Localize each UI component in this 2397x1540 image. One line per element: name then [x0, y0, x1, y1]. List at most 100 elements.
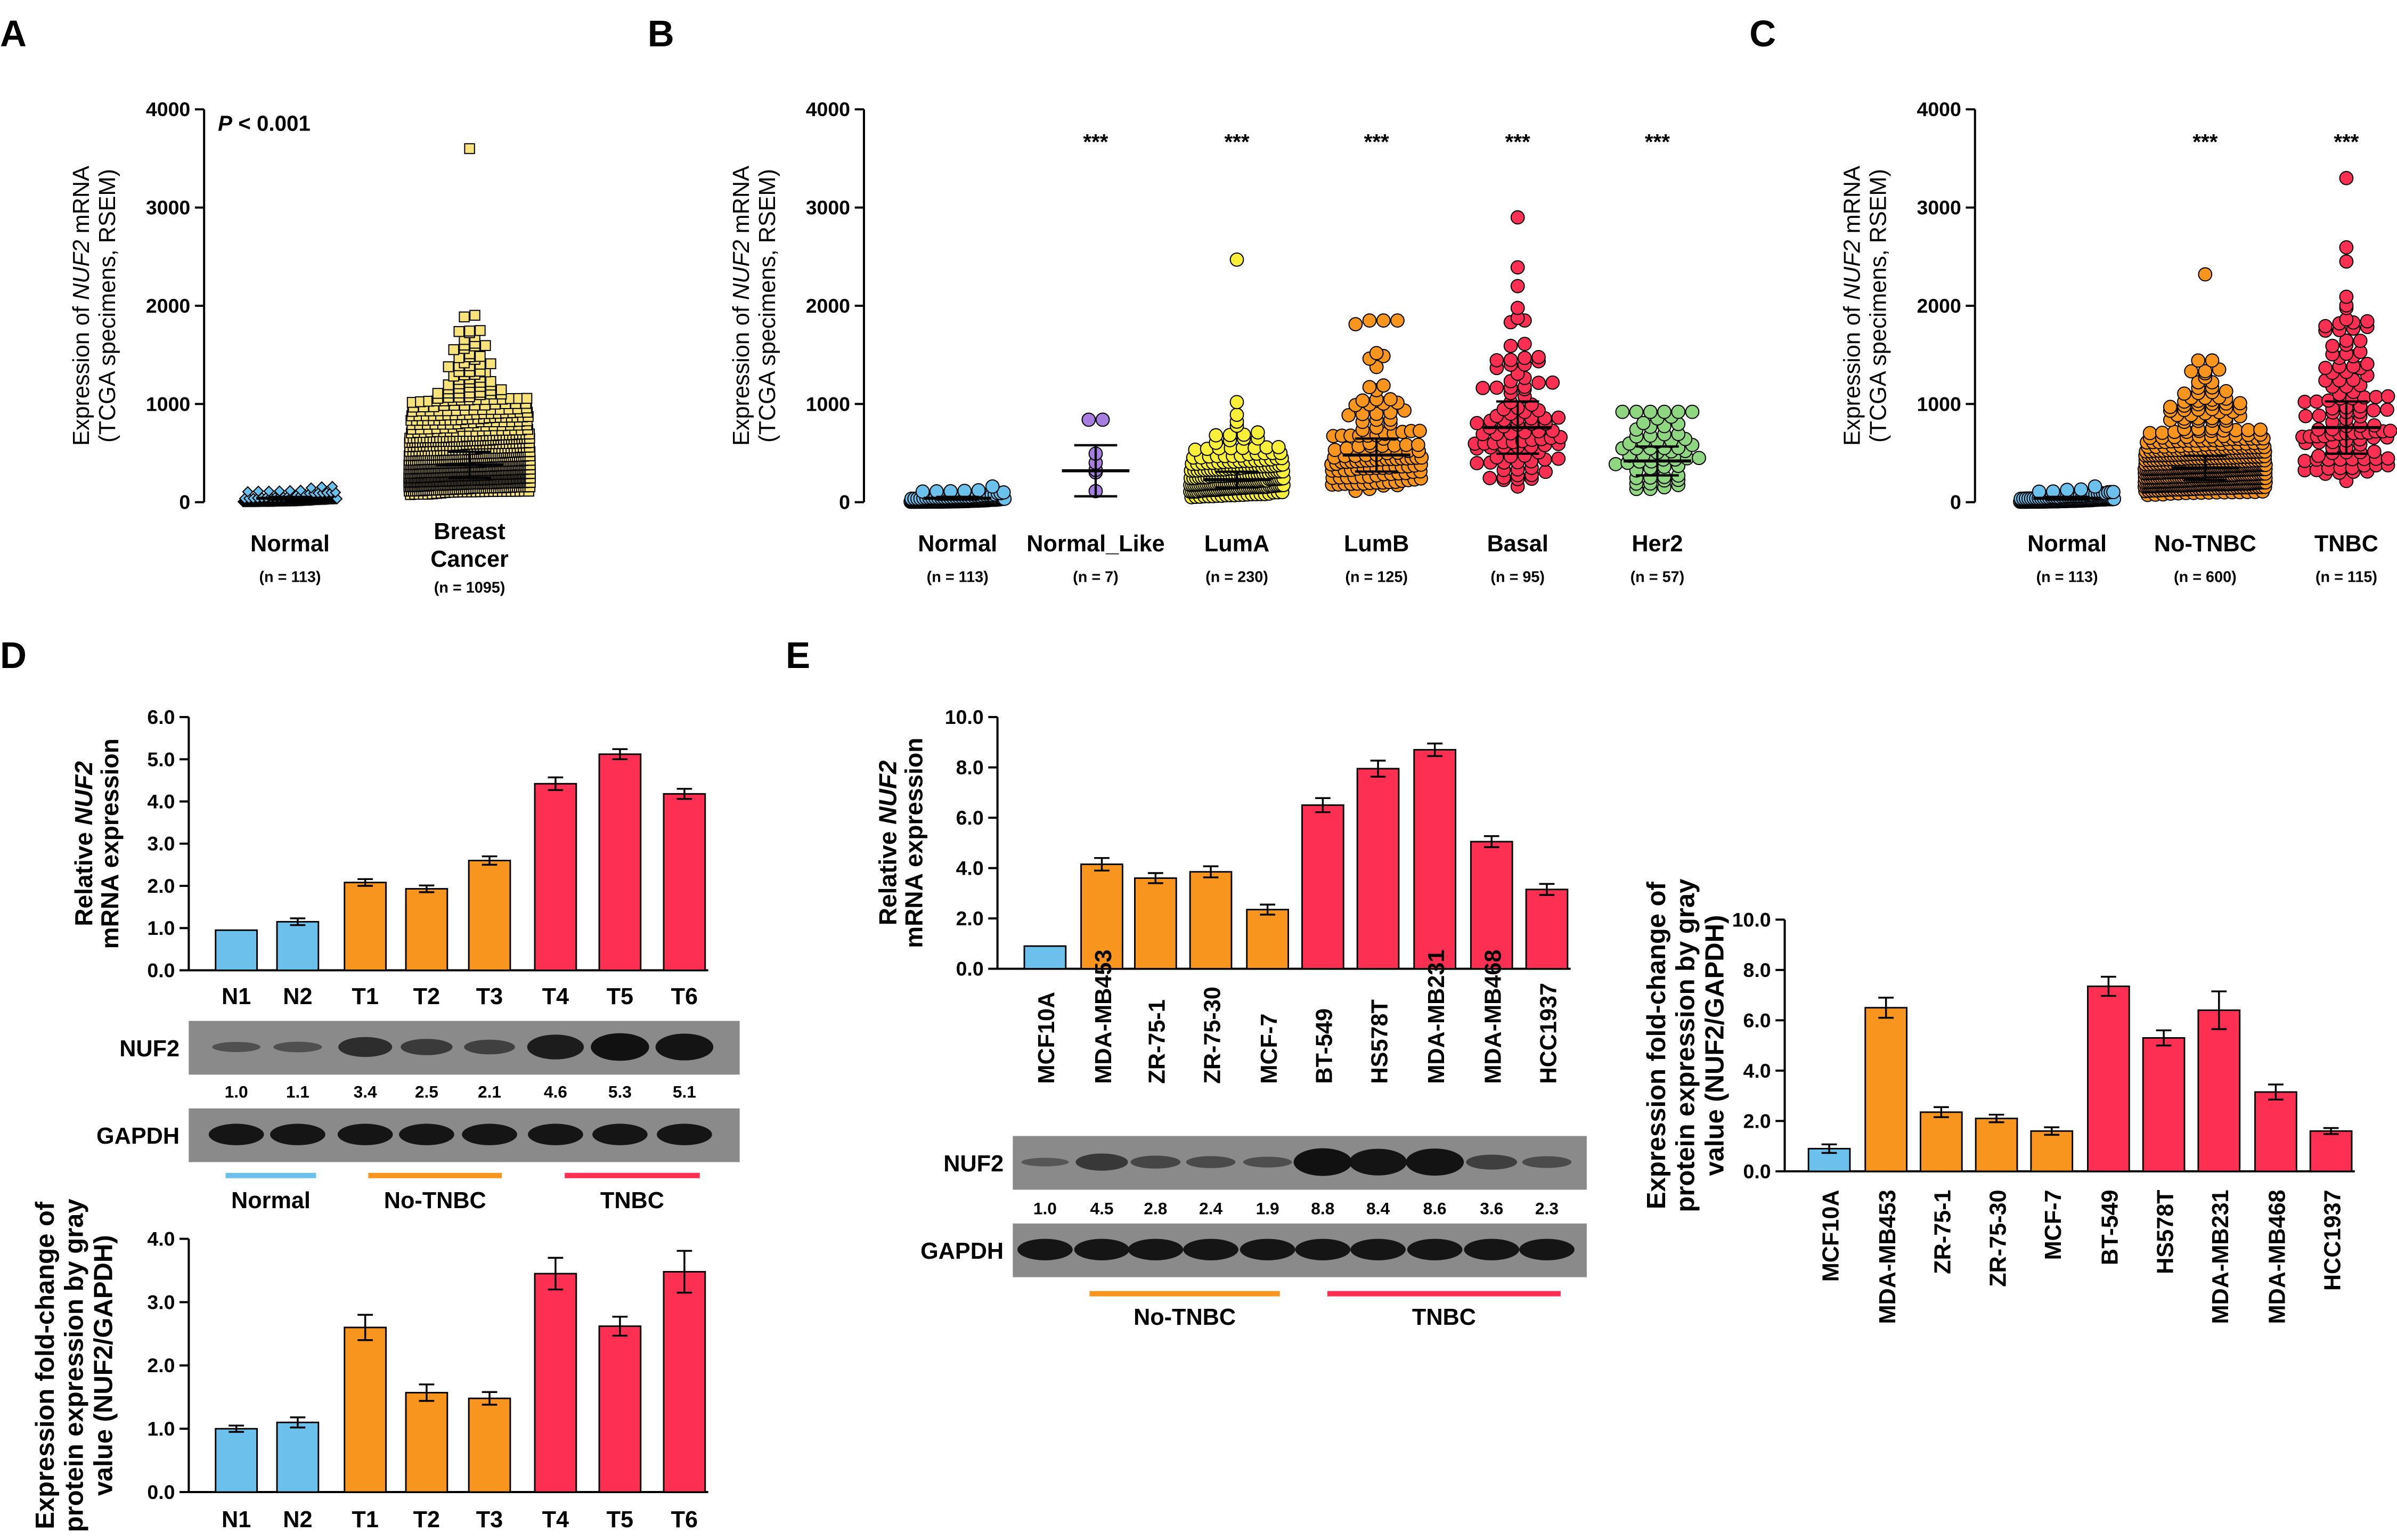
- y-axis: 0 1000 2000 3000 4000 Expression of NUF2 mRNA…: [69, 98, 206, 514]
- nuf2-band: [1293, 1148, 1352, 1176]
- gapdh-band: [1350, 1238, 1406, 1260]
- data-point: [1470, 455, 1485, 470]
- y-tick-label: 1000: [1917, 393, 1961, 415]
- band-intensity-value: 2.3: [1535, 1199, 1559, 1218]
- data-point: [1531, 349, 1546, 364]
- data-point: [1531, 376, 1546, 390]
- nuf2-band: [338, 1037, 393, 1057]
- panel-letter-c: C: [1749, 13, 1776, 54]
- x-category-label: HCC1937: [2320, 1189, 2345, 1291]
- panel-b-group-0: Normal (n = 113): [903, 479, 1012, 586]
- bar: [1189, 871, 1233, 970]
- band-intensity-value: 1.1: [286, 1082, 309, 1102]
- panel-d-protein-bar-group: T2: [405, 1383, 449, 1533]
- data-point: [2241, 422, 2255, 437]
- band-intensity-value: 8.4: [1366, 1199, 1390, 1218]
- bar: [534, 1273, 577, 1493]
- data-point: [1229, 395, 1244, 410]
- y-tick-label: 3.0: [147, 833, 175, 855]
- x-category-label: Her2: [1632, 531, 1683, 557]
- y-axis: 0.0 2.0 4.0 6.0 8.0 10.0 Relative NUF2mRNA exp…: [874, 706, 999, 980]
- panel-b-group-4: Basal (n = 95) ***: [1467, 129, 1568, 586]
- y-tick-label: 4000: [806, 98, 850, 120]
- nuf2-band: [1186, 1156, 1236, 1168]
- bar: [276, 920, 320, 971]
- y-axis: 0.0 1.0 2.0 3.0 4.0 5.0 6.0 Relative NUF2mRNA e…: [70, 706, 190, 981]
- data-point: [305, 482, 317, 494]
- panel-e-mrna-bar-group: MCF-7: [1246, 903, 1289, 1084]
- x-category-label: Cancer: [430, 547, 509, 572]
- y-axis-title-gene: NUF2: [70, 761, 97, 825]
- data-point: [2318, 361, 2333, 376]
- y-axis-title: Relative NUF2mRNA expression: [70, 738, 124, 949]
- panel-letter-b: B: [648, 13, 674, 54]
- data-point: [1551, 451, 1566, 466]
- sample-count-label: (n = 7): [1073, 569, 1119, 586]
- band-intensity-value: 2.1: [478, 1082, 501, 1102]
- bar: [1413, 749, 1456, 970]
- panel-d-protein-bar-group: N2: [276, 1416, 320, 1533]
- data-point: [2339, 240, 2354, 255]
- data-point: [1376, 378, 1391, 393]
- bar: [215, 1428, 258, 1493]
- data-point: [2163, 400, 2178, 414]
- data-point: [1229, 252, 1244, 267]
- data-point: [464, 325, 475, 337]
- y-tick-label: 6.0: [1743, 1009, 1771, 1031]
- panel-d-mrna-bar-group: T3: [468, 855, 511, 1009]
- panel-d-mrna-bar-group: N2: [276, 917, 320, 1009]
- p-value-annotation: P < 0.001: [218, 111, 311, 136]
- panel-e-protein-bar-group: BT-549: [2087, 975, 2130, 1265]
- x-category-label: MDA-MB468: [2265, 1189, 2290, 1324]
- bar: [598, 753, 642, 971]
- band-intensity-value: 8.8: [1311, 1199, 1334, 1218]
- data-point: [284, 485, 296, 496]
- data-point: [2339, 170, 2354, 185]
- y-axis-title-line: protein expression by gray: [60, 1199, 89, 1532]
- band-intensity-value: 5.1: [673, 1082, 696, 1102]
- data-point: [1685, 404, 1700, 419]
- data-point: [1383, 392, 1398, 406]
- data-point: [2380, 451, 2395, 466]
- y-tick-label: 1000: [146, 393, 190, 415]
- nuf2-band: [591, 1033, 649, 1061]
- x-category-label: MDA-MB453: [1875, 1189, 1901, 1324]
- x-category-label: T6: [671, 984, 698, 1009]
- x-category-label: BT-549: [2098, 1189, 2123, 1265]
- x-category-label: Normal: [250, 531, 330, 557]
- gapdh-band: [1295, 1238, 1351, 1260]
- bar: [2142, 1037, 2186, 1172]
- panel-d-mrna-bar-group: N1: [215, 929, 258, 1009]
- y-tick-label: 3000: [806, 197, 850, 219]
- bar: [663, 1270, 706, 1493]
- sample-count-label: (n = 95): [1490, 569, 1545, 586]
- panel-d-protein-bar-group: T1: [344, 1314, 387, 1533]
- nuf2-band: [1349, 1148, 1407, 1176]
- bar: [663, 793, 706, 971]
- x-category-label: T3: [476, 984, 503, 1009]
- y-axis-title-part: mRNA: [1840, 166, 1865, 240]
- data-point: [2369, 389, 2384, 404]
- data-point: [2353, 333, 2368, 348]
- data-point: [1081, 412, 1096, 427]
- band-intensity-value: 4.5: [1090, 1199, 1113, 1218]
- data-point: [453, 326, 464, 337]
- data-point: [295, 484, 306, 496]
- data-point: [2298, 409, 2313, 423]
- y-axis-title-gene: NUF2: [874, 760, 901, 825]
- sample-count-label: (n = 113): [2036, 569, 2098, 586]
- data-point: [2318, 319, 2333, 333]
- y-tick-label: 4.0: [1743, 1060, 1771, 1082]
- y-axis-title-gene: NUF2: [69, 240, 94, 300]
- data-point: [485, 376, 496, 387]
- y-axis-title-part: mRNA expression: [900, 738, 927, 948]
- y-tick-label: 1.0: [147, 917, 175, 939]
- panel-d-mrna-bar-group: T6: [663, 788, 706, 1009]
- data-point: [475, 325, 486, 336]
- y-axis-title-part: Expression of: [729, 300, 754, 446]
- y-axis-title-part: mRNA: [729, 166, 754, 240]
- y-tick-label: 4.0: [956, 857, 984, 879]
- data-point: [2339, 254, 2354, 269]
- bar: [468, 860, 511, 971]
